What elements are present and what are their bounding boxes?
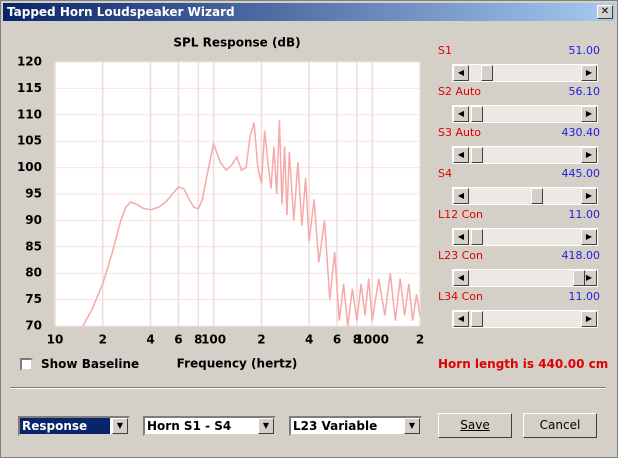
slider-thumb[interactable]: [471, 229, 483, 245]
slider-label: L23 Con: [438, 249, 484, 262]
right-arrow[interactable]: ▶: [581, 229, 597, 245]
y-tick-label: 75: [25, 292, 42, 306]
left-arrow[interactable]: ◀: [453, 188, 469, 204]
slider[interactable]: ◀ ▶: [452, 64, 598, 82]
slider-value: 430.40: [561, 126, 601, 139]
slider[interactable]: ◀ ▶: [452, 105, 598, 123]
slider-thumb[interactable]: [481, 65, 493, 81]
y-tick-label: 85: [25, 239, 42, 253]
x-tick-label: 4: [305, 333, 313, 347]
slider-thumb[interactable]: [471, 106, 483, 122]
x-tick-label: 10: [47, 333, 64, 347]
slider[interactable]: ◀ ▶: [452, 269, 598, 287]
slider-thumb[interactable]: [573, 270, 585, 286]
x-tick-label: 2: [257, 333, 265, 347]
right-arrow[interactable]: ▶: [581, 270, 597, 286]
left-arrow[interactable]: ◀: [453, 65, 469, 81]
cancel-button[interactable]: Cancel: [523, 413, 597, 438]
slider-thumb[interactable]: [471, 147, 483, 163]
dropdown[interactable]: L23 Variable ▼: [289, 416, 422, 436]
checkbox-label[interactable]: Show Baseline: [41, 357, 140, 371]
dropdown-text: Horn S1 - S4: [147, 419, 232, 433]
slider-label: S1: [438, 44, 452, 57]
slider-label: L34 Con: [438, 290, 484, 303]
right-arrow[interactable]: ▶: [581, 147, 597, 163]
y-tick-label: 90: [25, 213, 42, 227]
slider[interactable]: ◀ ▶: [452, 228, 598, 246]
slider[interactable]: ◀ ▶: [452, 146, 598, 164]
checkbox[interactable]: [20, 358, 33, 371]
dropdown-text: Response: [20, 418, 110, 434]
right-arrow[interactable]: ▶: [581, 106, 597, 122]
title-bar: Tapped Horn Loudspeaker Wizard: [3, 3, 615, 21]
save-button[interactable]: Save: [438, 413, 512, 438]
slider-value: 445.00: [561, 167, 601, 180]
slider-label: S2 Auto: [438, 85, 482, 98]
slider-value: 11.00: [568, 290, 601, 303]
right-arrow[interactable]: ▶: [581, 311, 597, 327]
x-axis-label: Frequency (hertz): [177, 357, 298, 371]
left-arrow[interactable]: ◀: [453, 106, 469, 122]
dropdown[interactable]: Response ▼: [18, 416, 130, 436]
slider-value: 11.00: [568, 208, 601, 221]
chart: SPL Response (dB) Frequency (hertz) 70 75…: [17, 36, 424, 371]
x-tick-label: 6: [333, 333, 341, 347]
y-tick-label: 120: [17, 55, 42, 69]
spl-line: [82, 120, 421, 327]
separator: [10, 387, 606, 389]
y-tick-label: 115: [17, 81, 42, 95]
window-title: Tapped Horn Loudspeaker Wizard: [7, 5, 235, 19]
y-tick-label: 105: [17, 134, 42, 148]
left-arrow[interactable]: ◀: [453, 229, 469, 245]
slider-value: 51.00: [568, 44, 601, 57]
x-tick-label: 8: [353, 333, 361, 347]
right-arrow[interactable]: ▶: [581, 65, 597, 81]
slider-label: L12 Con: [438, 208, 484, 221]
x-tick-label: 2: [99, 333, 107, 347]
dropdown[interactable]: Horn S1 - S4 ▼: [143, 416, 276, 436]
y-tick-label: 80: [25, 266, 42, 280]
x-tick-label: 4: [146, 333, 154, 347]
x-tick-label: 8: [194, 333, 202, 347]
left-arrow[interactable]: ◀: [453, 147, 469, 163]
right-arrow[interactable]: ▶: [581, 188, 597, 204]
y-tick-label: 95: [25, 187, 42, 201]
left-arrow[interactable]: ◀: [453, 270, 469, 286]
slider-thumb[interactable]: [471, 311, 483, 327]
slider-label: S3 Auto: [438, 126, 482, 139]
close-button[interactable]: ✕: [597, 5, 613, 19]
left-arrow[interactable]: ◀: [453, 311, 469, 327]
y-tick-label: 70: [25, 319, 42, 333]
y-tick-label: 100: [17, 160, 42, 174]
slider[interactable]: ◀ ▶: [452, 187, 598, 205]
chart-title: SPL Response (dB): [173, 36, 300, 50]
slider-thumb[interactable]: [531, 188, 543, 204]
slider[interactable]: ◀ ▶: [452, 310, 598, 328]
horn-length: Horn length is 440.00 cm: [438, 357, 609, 371]
x-tick-label: 2: [416, 333, 424, 347]
x-tick-label: 6: [174, 333, 182, 347]
y-tick-label: 110: [17, 107, 42, 121]
x-tick-label: 100: [201, 333, 226, 347]
slider-value: 56.10: [568, 85, 601, 98]
x-tick-label: 1000: [356, 333, 389, 347]
dropdown-text: L23 Variable: [293, 419, 378, 433]
slider-label: S4: [438, 167, 452, 180]
slider-value: 418.00: [561, 249, 601, 262]
